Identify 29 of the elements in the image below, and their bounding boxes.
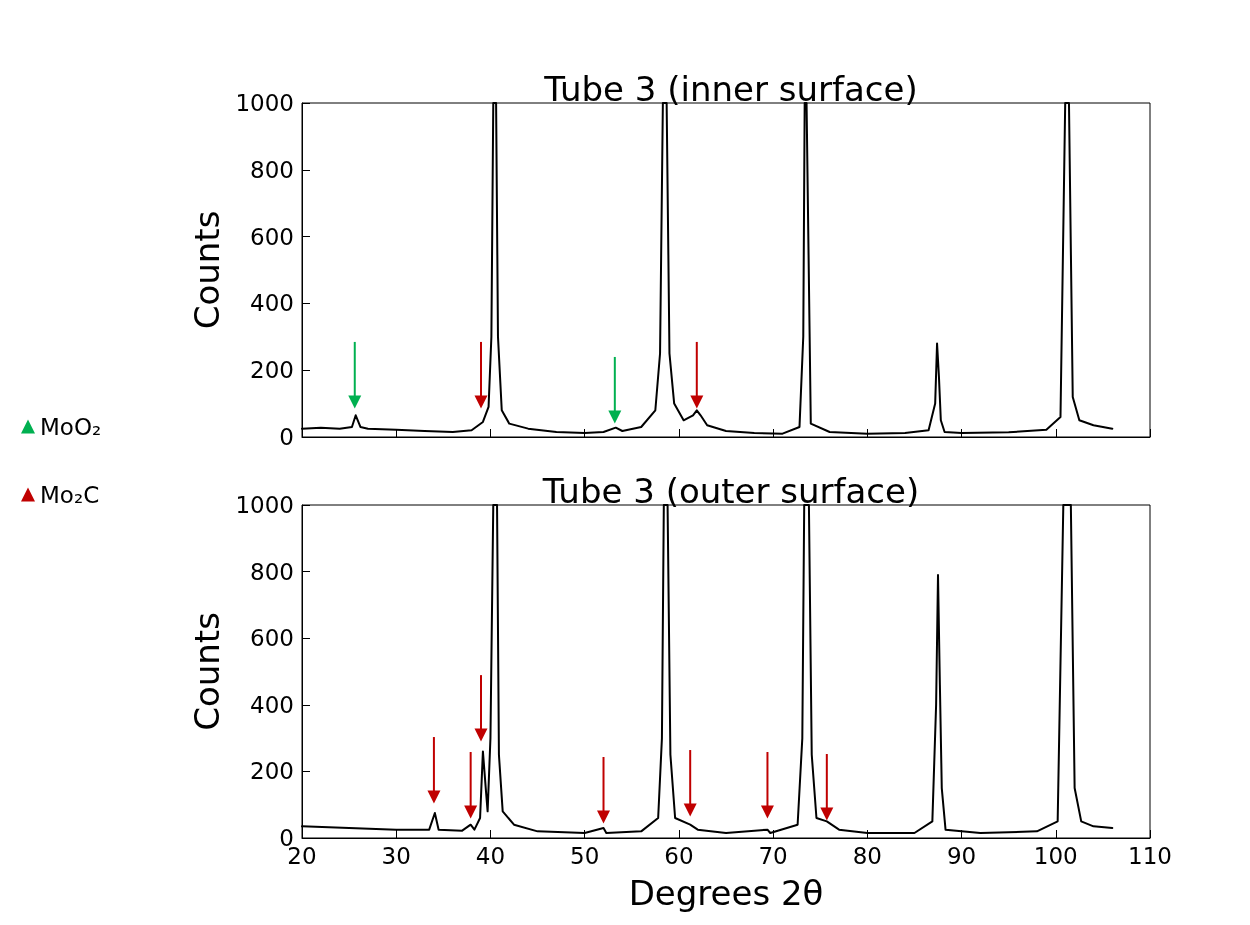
y-tick-label: 400 (250, 290, 294, 317)
chart-title: Tube 3 (inner surface) (543, 69, 918, 109)
x-tick-label: 30 (381, 842, 411, 869)
y-tick-label: 1000 (235, 492, 294, 518)
y-tick-label: 600 (250, 625, 294, 652)
x-axis-title: Degrees 2θ (628, 873, 824, 913)
x-tick-label: 50 (570, 842, 600, 869)
x-tick-label: 100 (1033, 842, 1078, 869)
y-axis-title: Counts (187, 612, 227, 731)
y-tick-label: 400 (250, 691, 294, 718)
point (474, 728, 488, 742)
legend-label: MoO₂ (40, 413, 102, 440)
x-tick-label: 60 (664, 842, 694, 869)
x-tick-label: 70 (758, 842, 788, 869)
y-tick-label: 800 (250, 558, 294, 585)
y-tick-label: 0 (279, 424, 294, 450)
x-tick-label: 90 (946, 842, 977, 869)
y-axis-title: Counts (187, 210, 227, 330)
y-tick-label: 800 (250, 156, 294, 183)
y-tick-label: 1000 (235, 90, 294, 116)
y-tick-label: 200 (250, 357, 294, 384)
x-tick-label: 110 (1128, 842, 1172, 869)
point (597, 810, 611, 824)
y-tick-label: 600 (250, 223, 294, 250)
x-tick-label: 40 (475, 842, 506, 869)
y-tick-label: 200 (250, 758, 294, 785)
legend-label: Mo₂C (40, 481, 100, 508)
chart-title: Tube 3 (outer surface) (541, 471, 920, 511)
x-tick-label: 80 (852, 842, 882, 869)
